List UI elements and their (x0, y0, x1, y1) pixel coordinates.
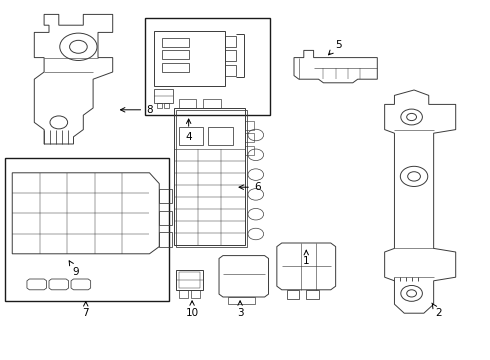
Bar (179, 99, 196, 108)
Bar (159, 189, 171, 203)
Bar (162, 63, 189, 72)
Bar (225, 65, 236, 76)
Text: 1: 1 (303, 250, 310, 266)
Text: 2: 2 (432, 303, 442, 318)
Text: 4: 4 (185, 119, 192, 142)
Bar (145, 18, 270, 115)
Text: 3: 3 (237, 301, 244, 318)
Bar (176, 110, 247, 247)
Bar (179, 272, 200, 288)
Bar (287, 290, 299, 299)
Bar (225, 50, 236, 61)
Bar (164, 103, 169, 108)
Text: 6: 6 (239, 182, 261, 192)
Bar (191, 290, 200, 298)
Bar (159, 232, 171, 247)
Bar (154, 89, 173, 103)
Bar (245, 121, 254, 130)
Bar (225, 36, 236, 47)
Bar (179, 127, 203, 145)
Text: 7: 7 (82, 302, 89, 318)
Bar (179, 290, 188, 298)
Bar (176, 270, 203, 290)
Bar (228, 297, 255, 304)
Bar (245, 146, 254, 155)
Text: 9: 9 (69, 261, 79, 277)
Bar (159, 211, 171, 225)
Bar (162, 38, 189, 47)
Bar (306, 290, 318, 299)
Bar (154, 31, 225, 86)
Text: 5: 5 (328, 40, 342, 55)
Bar (174, 108, 245, 245)
Bar (157, 103, 162, 108)
Bar (5, 158, 169, 301)
Text: 8: 8 (121, 105, 153, 115)
Text: 10: 10 (186, 301, 198, 318)
Bar (203, 99, 220, 108)
Bar (245, 133, 254, 142)
Bar (162, 50, 189, 59)
Bar (208, 127, 233, 145)
